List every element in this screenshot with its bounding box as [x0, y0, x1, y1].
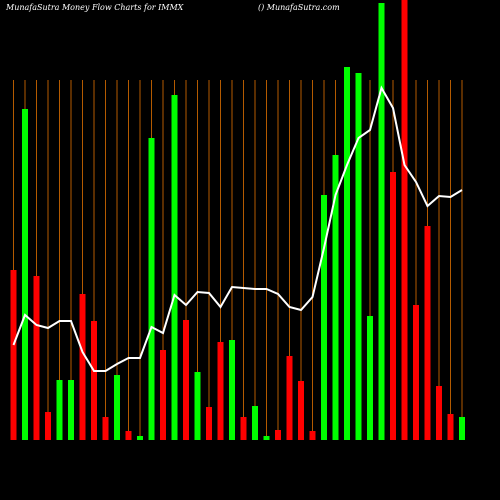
bar — [206, 407, 212, 440]
bar — [171, 95, 178, 440]
bar — [194, 372, 201, 440]
bar — [378, 3, 385, 440]
bar — [332, 155, 339, 440]
bar — [424, 226, 431, 440]
bar — [447, 414, 454, 440]
bar — [344, 67, 350, 440]
chart-title: MunafaSutra Money Flow Charts for IMMX — [5, 3, 184, 12]
bar — [309, 431, 316, 440]
bar — [436, 386, 442, 440]
bar — [240, 417, 247, 440]
bar — [217, 342, 224, 440]
bar — [160, 350, 166, 440]
money-flow-line — [12, 85, 463, 372]
bar — [413, 305, 419, 440]
bar — [252, 406, 258, 440]
bar — [355, 73, 362, 440]
bar — [263, 436, 270, 440]
bar — [45, 412, 51, 440]
bar — [68, 380, 74, 440]
bar — [229, 340, 235, 440]
bar — [367, 316, 373, 440]
bar — [137, 436, 143, 440]
bar — [114, 375, 120, 440]
bar — [10, 270, 17, 440]
bar — [275, 430, 281, 440]
bar — [459, 417, 465, 440]
bar — [183, 320, 189, 440]
bar — [79, 294, 86, 440]
bar — [125, 431, 132, 440]
bar — [286, 356, 293, 440]
bar — [321, 195, 327, 440]
bar — [22, 109, 28, 440]
bar — [390, 172, 396, 440]
bar — [33, 276, 40, 440]
bar — [102, 417, 109, 440]
bar — [91, 321, 97, 440]
bar — [401, 0, 408, 440]
chart-subtitle: () MunafaSutra.com — [258, 3, 340, 12]
bar — [298, 381, 304, 440]
bar — [56, 380, 63, 440]
bar — [148, 138, 155, 440]
